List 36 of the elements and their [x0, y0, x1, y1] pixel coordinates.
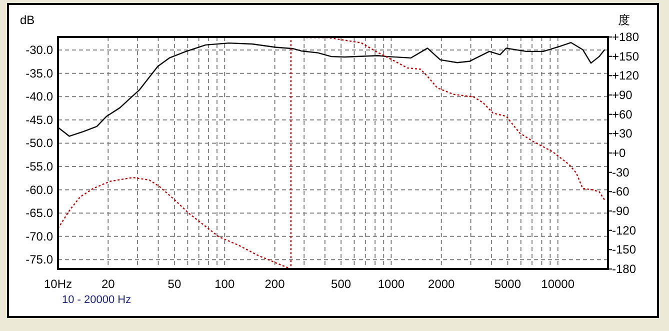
x-tick-label: 50: [168, 277, 182, 291]
y-tick-label: -40.0: [26, 90, 54, 104]
y2-tick-label: +60: [612, 107, 633, 122]
y2-tick-label: -150: [612, 242, 636, 257]
y-tick-label: -45.0: [26, 112, 54, 127]
y2-tick-label: -30: [612, 165, 630, 180]
y2-tick-label: -180: [612, 262, 636, 276]
y2-tick-label: +180: [612, 30, 640, 44]
y2-tick-label: +0: [612, 146, 626, 160]
x-tick-label: 200: [264, 277, 286, 291]
y2-tick-label: -60: [612, 184, 630, 199]
y-tick-label: -75.0: [26, 252, 54, 267]
x-tick-label: 100: [214, 277, 235, 291]
x-tick-label: 1000: [378, 277, 405, 291]
x-tick-label: 5000: [494, 277, 522, 291]
x-tick-label: 20: [101, 277, 116, 291]
y-tick-label: -30.0: [26, 43, 54, 58]
y-tick-label: -35.0: [26, 66, 54, 80]
y2-tick-label: +30: [612, 126, 633, 141]
y-tick-label: -60.0: [26, 182, 54, 197]
x-tick-label: 500: [331, 277, 352, 291]
text: 10 - 20000 Hz: [62, 294, 132, 306]
y-axis-title: dB: [20, 13, 35, 27]
y-tick-label: -55.0: [26, 160, 54, 174]
y-tick-label: -70.0: [26, 229, 54, 244]
x-tick-label: 10Hz: [44, 277, 72, 291]
y2-tick-label: +90: [612, 88, 633, 102]
y-tick-label: -65.0: [26, 206, 54, 220]
y2-tick-label: +120: [612, 68, 640, 83]
y-tick-label: -50.0: [26, 136, 54, 150]
y2-axis-title: 度: [618, 13, 630, 27]
y2-tick-label: -90: [612, 204, 630, 218]
y2-tick-label: -120: [612, 223, 636, 238]
y2-tick-label: +150: [612, 49, 640, 64]
x-tick-label: 10000: [541, 277, 575, 291]
x-tick-label: 2000: [428, 277, 456, 291]
